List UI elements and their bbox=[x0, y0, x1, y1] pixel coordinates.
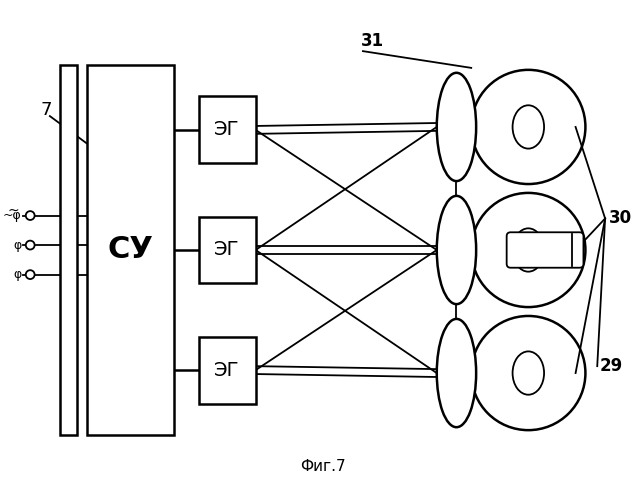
Ellipse shape bbox=[512, 228, 544, 272]
Text: 7: 7 bbox=[40, 101, 52, 119]
Text: ЭГ: ЭГ bbox=[214, 120, 240, 140]
Text: Фиг.7: Фиг.7 bbox=[300, 459, 345, 474]
Ellipse shape bbox=[512, 352, 544, 395]
Text: 30: 30 bbox=[609, 210, 632, 228]
Bar bbox=[198, 216, 256, 284]
Ellipse shape bbox=[26, 240, 34, 250]
Bar bbox=[60, 65, 77, 435]
Ellipse shape bbox=[437, 196, 476, 304]
Text: ~: ~ bbox=[8, 204, 19, 218]
Ellipse shape bbox=[471, 70, 586, 184]
Ellipse shape bbox=[26, 211, 34, 220]
FancyBboxPatch shape bbox=[507, 232, 583, 268]
Ellipse shape bbox=[471, 316, 586, 430]
Text: ~φ: ~φ bbox=[3, 209, 21, 222]
Ellipse shape bbox=[471, 193, 586, 307]
Text: ЭГ: ЭГ bbox=[214, 240, 240, 260]
Text: СУ: СУ bbox=[108, 236, 154, 264]
Text: ЭГ: ЭГ bbox=[214, 360, 240, 380]
Text: 29: 29 bbox=[599, 357, 623, 375]
Bar bbox=[198, 336, 256, 404]
Ellipse shape bbox=[437, 319, 476, 427]
Text: φ: φ bbox=[13, 268, 21, 281]
Text: 31: 31 bbox=[361, 32, 384, 50]
Ellipse shape bbox=[512, 106, 544, 148]
Ellipse shape bbox=[26, 270, 34, 279]
Bar bbox=[87, 65, 174, 435]
Ellipse shape bbox=[437, 73, 476, 181]
Bar bbox=[198, 96, 256, 164]
Text: φ: φ bbox=[13, 238, 21, 252]
